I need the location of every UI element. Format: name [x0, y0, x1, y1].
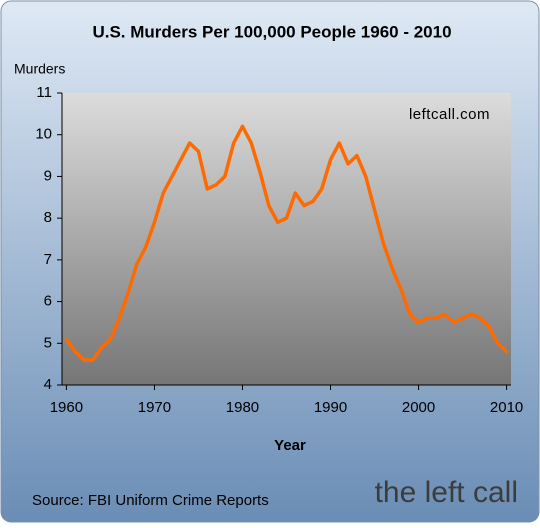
data-line [64, 124, 509, 362]
x-tick-label: 1990 [314, 399, 347, 416]
x-tick-label: 1980 [226, 399, 259, 416]
source-note: Source: FBI Uniform Crime Reports [32, 492, 269, 509]
x-tick-label: 1960 [50, 399, 83, 416]
y-tick-label: 8 [44, 209, 52, 226]
y-tick-label: 9 [44, 167, 52, 184]
x-tick-label: 2010 [490, 399, 523, 416]
chart-title: U.S. Murders Per 100,000 People 1960 - 2… [92, 22, 451, 41]
y-tick-label: 7 [44, 251, 52, 268]
y-tick-label: 11 [36, 84, 52, 101]
x-tick-label: 2000 [402, 399, 435, 416]
y-tick-label: 10 [35, 126, 52, 143]
x-axis-label: Year [274, 437, 306, 454]
plot-area [62, 93, 511, 385]
y-tick-label: 6 [44, 293, 52, 310]
x-tick-label: 1970 [138, 399, 171, 416]
y-axis-label: Murders [14, 61, 65, 77]
annotation: leftcall.com [409, 106, 490, 123]
y-tick-label: 5 [44, 334, 52, 351]
watermark: the left call [375, 476, 518, 509]
y-tick-label: 4 [44, 376, 52, 393]
